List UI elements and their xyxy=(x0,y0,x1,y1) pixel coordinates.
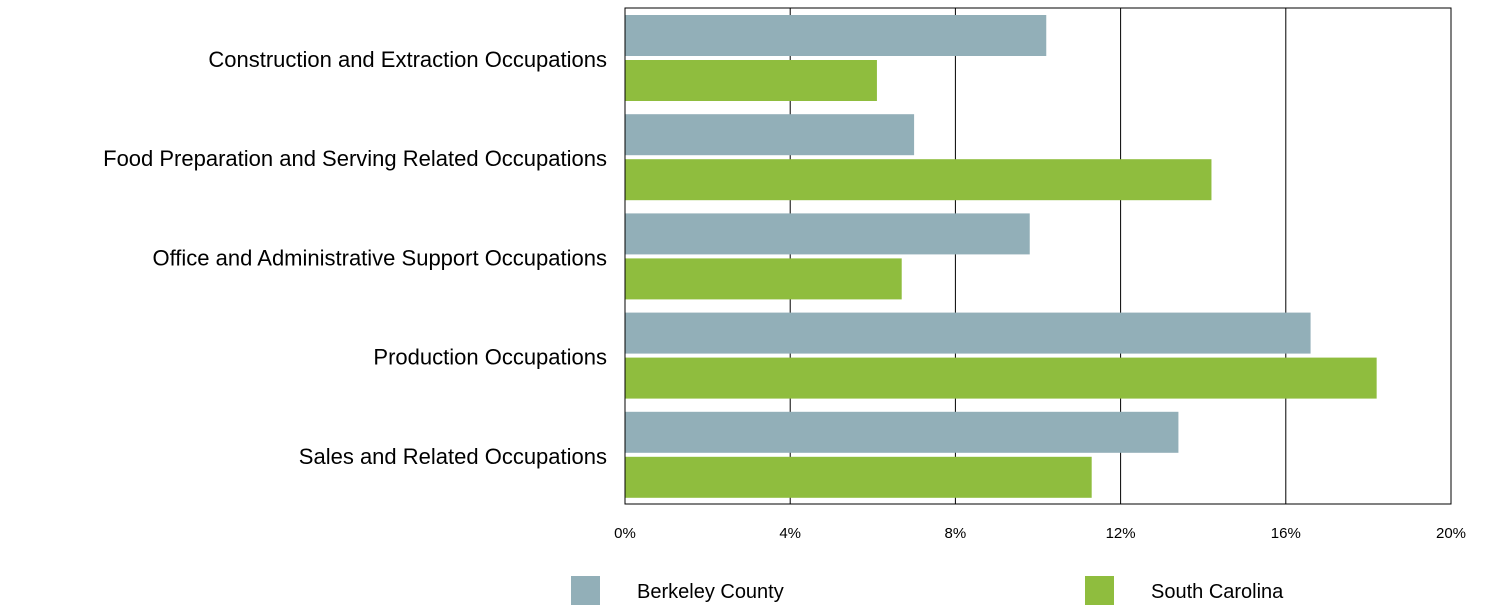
x-tick-label: 8% xyxy=(945,525,967,542)
bar xyxy=(625,114,915,156)
x-tick-label: 4% xyxy=(779,525,801,542)
x-tick-labels: 0% 4% 8% 12% 16% 20% xyxy=(614,525,1466,542)
category-label: Office and Administrative Support Occupa… xyxy=(152,245,607,270)
legend: Berkeley County South Carolina xyxy=(571,576,1284,605)
bar xyxy=(625,312,1311,354)
bar xyxy=(625,213,1030,255)
x-tick-label: 20% xyxy=(1436,525,1466,542)
category-labels: Construction and Extraction Occupations F… xyxy=(103,47,607,469)
category-label: Food Preparation and Serving Related Occ… xyxy=(103,146,607,171)
bar xyxy=(625,60,877,101)
bar xyxy=(625,258,902,300)
x-tick-label: 16% xyxy=(1271,525,1301,542)
bar xyxy=(625,411,1179,453)
category-label: Sales and Related Occupations xyxy=(299,444,607,469)
bars xyxy=(625,15,1377,498)
bar xyxy=(625,456,1092,498)
x-tick-label: 0% xyxy=(614,525,636,542)
legend-swatch xyxy=(1085,576,1114,605)
x-tick-label: 12% xyxy=(1106,525,1136,542)
plot-frame xyxy=(624,7,1452,505)
bar xyxy=(625,357,1377,399)
legend-label: Berkeley County xyxy=(637,581,784,603)
category-label: Construction and Extraction Occupations xyxy=(208,47,607,72)
legend-label: South Carolina xyxy=(1151,581,1284,603)
bar xyxy=(625,159,1212,201)
legend-swatch xyxy=(571,576,600,605)
bar xyxy=(625,15,1047,56)
category-label: Production Occupations xyxy=(373,345,607,370)
